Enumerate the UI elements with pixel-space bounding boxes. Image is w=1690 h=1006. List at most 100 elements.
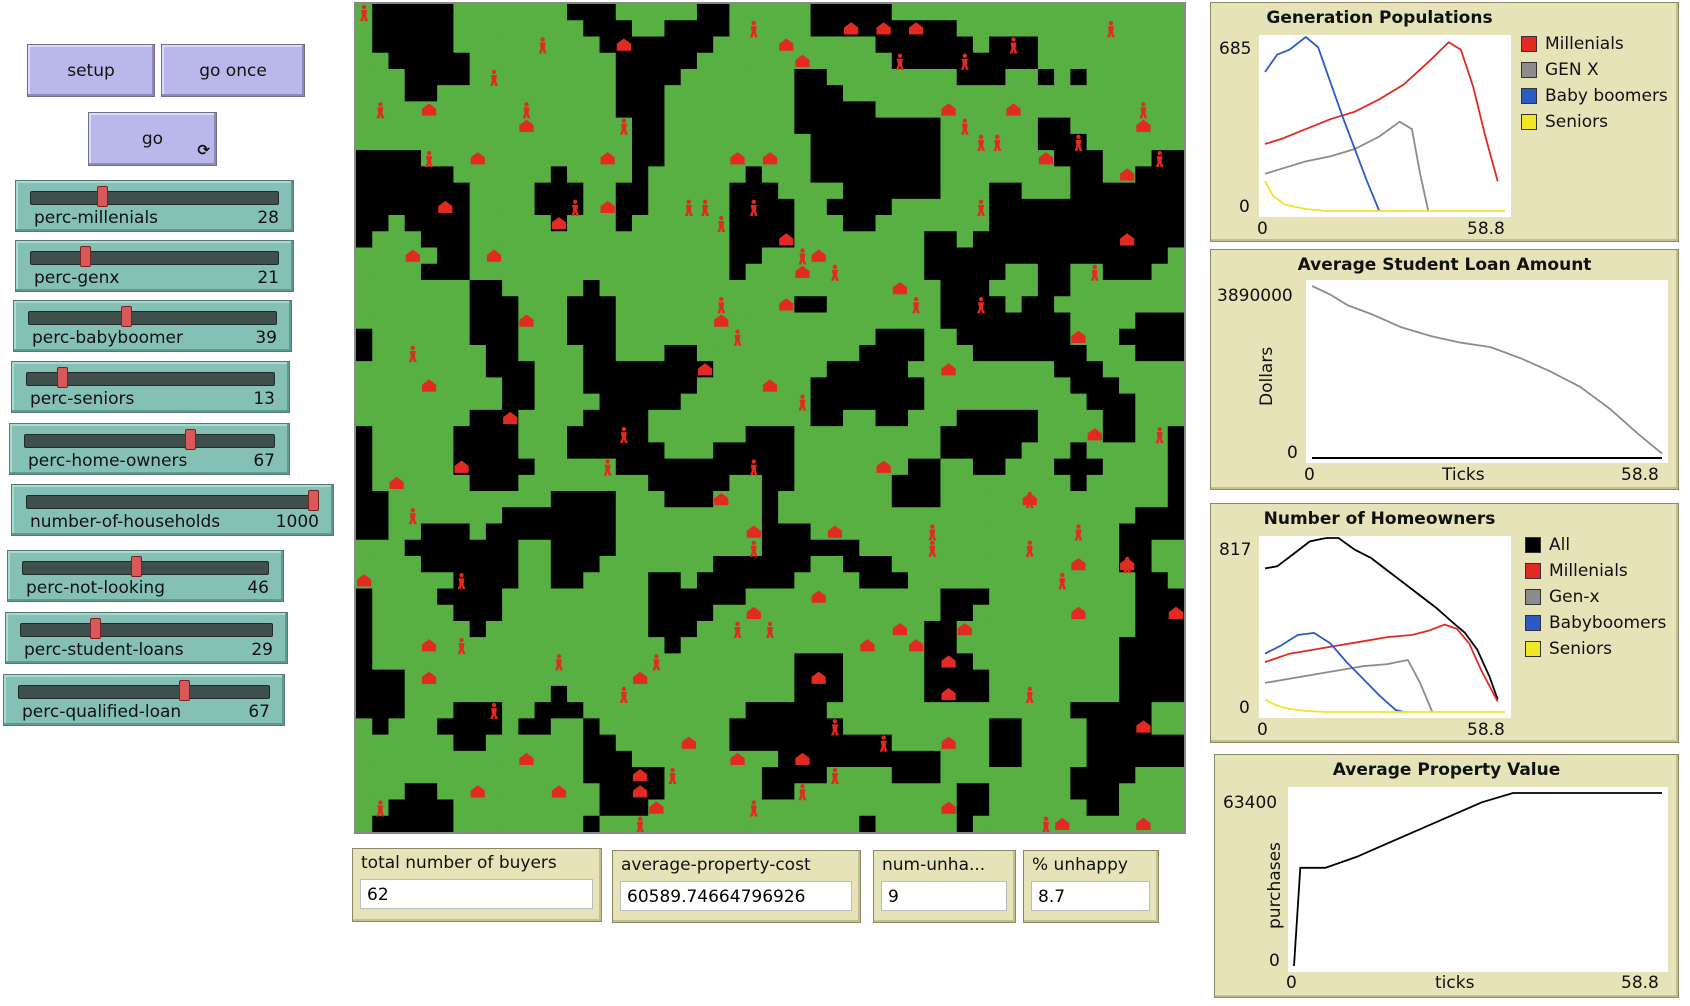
house-icon <box>941 801 956 814</box>
legend-label: Millenials <box>1549 561 1628 581</box>
world-view[interactable] <box>354 2 1186 834</box>
house-icon <box>779 298 794 311</box>
house-icon <box>892 622 907 636</box>
slider-value: 13 <box>253 389 275 409</box>
plot-title: Average Student Loan Amount <box>1297 255 1592 275</box>
y-axis-label: Dollars <box>1257 346 1277 406</box>
house-icon <box>1038 152 1054 165</box>
person-icon <box>619 686 628 703</box>
house-icon <box>1055 817 1070 830</box>
plot-area <box>1306 280 1668 463</box>
person-icon <box>830 767 839 785</box>
house-icon <box>1136 720 1151 733</box>
house-icon <box>827 525 843 538</box>
house-icon <box>357 574 372 587</box>
slider-track[interactable] <box>18 685 270 699</box>
person-icon <box>928 540 937 557</box>
plot-title: Generation Populations <box>1266 8 1493 28</box>
slider-perc-student-loans[interactable]: perc-student-loans 29 <box>5 612 288 664</box>
person-icon <box>1042 816 1050 832</box>
setup-button[interactable]: setup <box>27 44 155 97</box>
person-icon <box>701 199 710 216</box>
go-button[interactable]: go ⟳ <box>88 112 217 166</box>
legend-swatch <box>1525 563 1541 579</box>
series-line-value <box>1293 792 1662 967</box>
person-icon <box>457 637 466 655</box>
y-min-label: 0 <box>1239 197 1250 217</box>
slider-track[interactable] <box>20 623 273 637</box>
person-icon <box>993 134 1002 151</box>
y-max-label: 685 <box>1219 39 1252 59</box>
slider-value: 28 <box>257 208 279 228</box>
person-icon <box>1155 150 1164 168</box>
slider-thumb[interactable] <box>90 618 102 639</box>
house-icon <box>779 38 794 51</box>
person-icon <box>554 654 563 671</box>
legend-item: Baby boomers <box>1521 83 1668 109</box>
slider-perc-genx[interactable]: perc-genx 21 <box>15 240 294 292</box>
house-icon <box>730 152 745 165</box>
slider-perc-home-owners[interactable]: perc-home-owners 67 <box>9 423 290 475</box>
house-icon <box>714 493 729 506</box>
slider-thumb[interactable] <box>130 556 142 577</box>
slider-track[interactable] <box>26 495 319 509</box>
house-icon <box>762 379 778 392</box>
y-min-label: 0 <box>1269 951 1280 971</box>
house-icon <box>421 103 437 116</box>
house-icon <box>779 233 794 246</box>
slider-track[interactable] <box>24 434 275 448</box>
slider-thumb[interactable] <box>96 186 108 207</box>
slider-perc-millenials[interactable]: perc-millenials 28 <box>15 180 294 232</box>
house-icon <box>470 152 485 165</box>
slider-thumb[interactable] <box>56 367 68 388</box>
house-icon <box>551 785 567 798</box>
x-min-label: 0 <box>1286 973 1297 993</box>
go-once-button[interactable]: go once <box>161 44 305 97</box>
x-max-label: 58.8 <box>1467 720 1505 740</box>
slider-label: perc-home-owners <box>28 451 188 471</box>
slider-perc-qualified-loan[interactable]: perc-qualified-loan 67 <box>3 674 285 726</box>
x-max-label: 58.8 <box>1621 465 1659 485</box>
slider-thumb[interactable] <box>184 429 196 450</box>
slider-value: 67 <box>248 702 270 722</box>
house-icon <box>1071 558 1086 571</box>
legend-item: All <box>1525 532 1666 558</box>
slider-track[interactable] <box>30 251 279 265</box>
monitor-label: num-unha... <box>882 855 986 875</box>
x-max-label: 58.8 <box>1621 973 1659 993</box>
monitor-total-buyers: total number of buyers 62 <box>352 848 602 922</box>
slider-thumb[interactable] <box>79 246 91 267</box>
slider-thumb[interactable] <box>179 680 191 701</box>
slider-perc-seniors[interactable]: perc-seniors 13 <box>11 361 290 413</box>
plot-title: Average Property Value <box>1332 760 1561 780</box>
slider-perc-not-looking[interactable]: perc-not-looking 46 <box>7 550 284 602</box>
house-icon <box>730 752 745 766</box>
slider-track[interactable] <box>28 311 277 325</box>
slider-label: perc-qualified-loan <box>22 702 182 722</box>
slider-thumb[interactable] <box>120 306 132 327</box>
person-icon <box>830 719 839 736</box>
slider-thumb[interactable] <box>308 490 319 511</box>
person-icon <box>912 297 921 314</box>
slider-number-of-households[interactable]: number-of-households 1000 <box>11 484 334 536</box>
house-icon <box>811 249 826 262</box>
plot-average-student-loan: Average Student Loan Amount 3890000 0 Do… <box>1210 249 1679 490</box>
house-icon <box>421 639 437 652</box>
house-icon <box>941 363 956 376</box>
monitor-percent-unhappy: % unhappy 8.7 <box>1023 850 1159 923</box>
house-icon <box>486 249 502 262</box>
house-icon <box>600 200 615 214</box>
person-icon <box>408 345 417 362</box>
slider-track[interactable] <box>30 191 279 205</box>
house-icon <box>909 22 924 35</box>
house-icon <box>633 671 648 684</box>
person-icon <box>522 102 531 119</box>
slider-perc-babyboomer[interactable]: perc-babyboomer 39 <box>13 300 292 352</box>
house-icon <box>860 639 875 652</box>
series-line-millenials <box>1264 623 1499 703</box>
person-icon <box>1155 426 1164 444</box>
slider-track[interactable] <box>26 372 275 386</box>
slider-value: 1000 <box>275 512 319 532</box>
slider-track[interactable] <box>22 561 269 575</box>
legend: All Millenials Gen-x Babyboomers Seniors <box>1525 532 1666 662</box>
